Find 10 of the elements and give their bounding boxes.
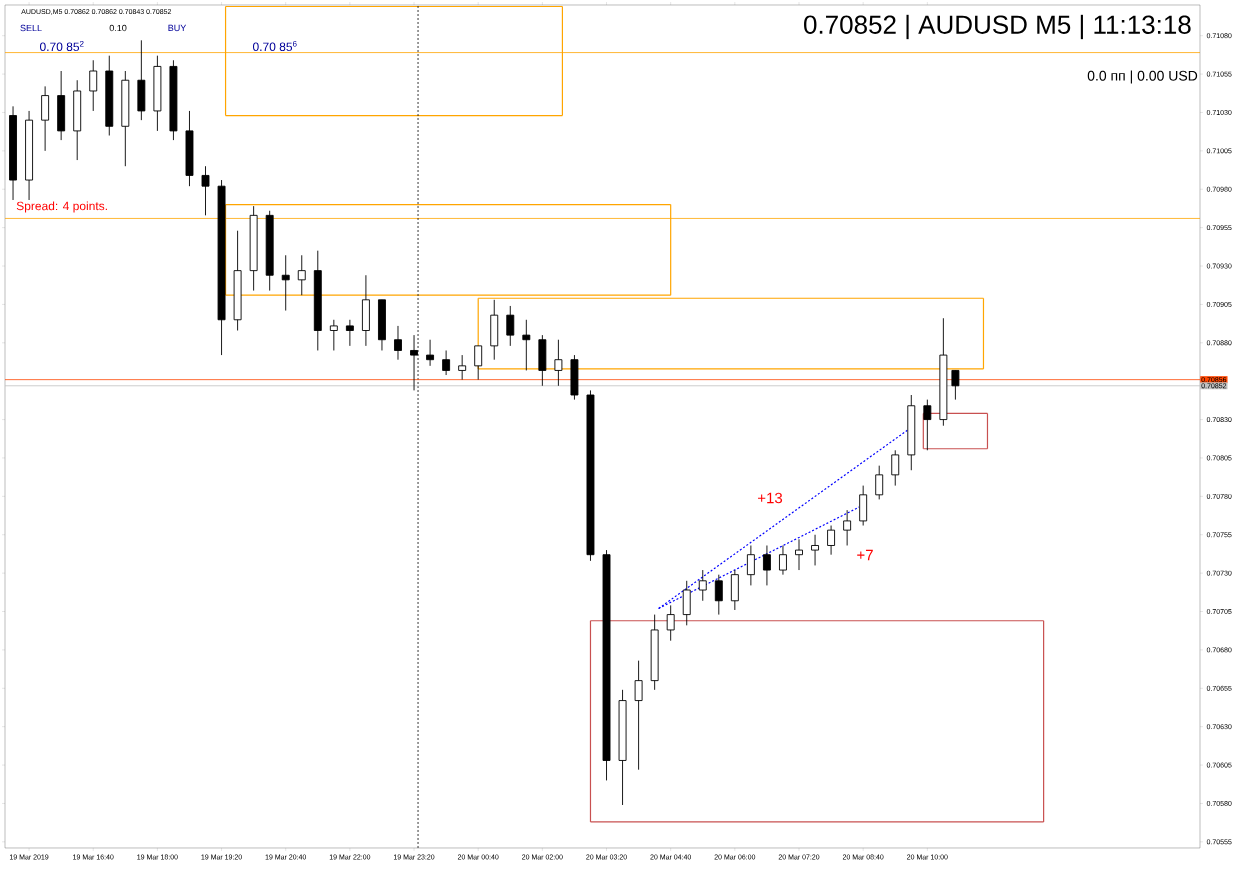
annotation: SELL [20, 24, 42, 32]
annotation: 0.10 [109, 24, 127, 32]
annotation: Spread: 4 points. [16, 201, 107, 213]
annotation: +7 [857, 549, 873, 561]
annotation: BUY [168, 24, 187, 32]
annotation: 0.70 85$^{2}$ [39, 40, 84, 52]
annotation: +13 [758, 492, 783, 504]
annotation: 0.70 85$^{6}$ [252, 40, 297, 52]
text: 0.0 пп | 0.00 USD [1087, 70, 1198, 84]
chart-title: 0.70852 | AUDUSD M5 | 11:13:18 [804, 14, 1191, 40]
